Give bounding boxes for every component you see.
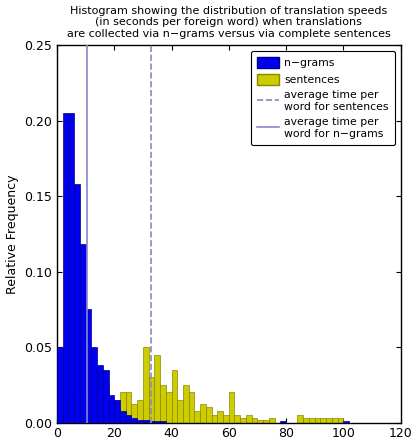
- Bar: [154, 355, 160, 422]
- Bar: [74, 392, 80, 422]
- Bar: [177, 400, 183, 422]
- Bar: [309, 418, 315, 422]
- Bar: [109, 396, 114, 422]
- Bar: [269, 418, 275, 422]
- Title: Histogram showing the distribution of translation speeds
(in seconds per foreign: Histogram showing the distribution of tr…: [67, 5, 391, 39]
- Bar: [91, 347, 97, 422]
- Bar: [109, 400, 114, 422]
- Bar: [171, 370, 177, 422]
- Bar: [315, 418, 320, 422]
- Bar: [160, 421, 166, 422]
- Bar: [240, 418, 246, 422]
- Bar: [86, 310, 91, 422]
- Bar: [86, 408, 91, 422]
- Bar: [303, 418, 309, 422]
- Bar: [246, 415, 252, 422]
- Bar: [97, 385, 103, 422]
- Bar: [143, 420, 148, 422]
- Bar: [57, 347, 63, 422]
- Y-axis label: Relative Frequency: Relative Frequency: [5, 174, 18, 293]
- Bar: [189, 392, 194, 422]
- Bar: [148, 421, 154, 422]
- Bar: [91, 400, 97, 422]
- Bar: [97, 365, 103, 422]
- Bar: [332, 418, 338, 422]
- Bar: [223, 415, 229, 422]
- Bar: [280, 421, 286, 422]
- Bar: [120, 392, 126, 422]
- Bar: [263, 420, 269, 422]
- Bar: [234, 415, 240, 422]
- Bar: [143, 347, 148, 422]
- Bar: [200, 405, 206, 422]
- Bar: [338, 418, 343, 422]
- Bar: [343, 421, 349, 422]
- Bar: [120, 410, 126, 422]
- Bar: [114, 400, 120, 422]
- Bar: [80, 244, 86, 422]
- Bar: [103, 370, 109, 422]
- Bar: [166, 392, 171, 422]
- Bar: [326, 418, 332, 422]
- Bar: [126, 392, 131, 422]
- Bar: [63, 113, 69, 422]
- Bar: [229, 392, 234, 422]
- Bar: [57, 415, 63, 422]
- Bar: [69, 408, 74, 422]
- Bar: [252, 418, 257, 422]
- Bar: [131, 418, 137, 422]
- Bar: [137, 420, 143, 422]
- Bar: [103, 385, 109, 422]
- Bar: [126, 415, 131, 422]
- Bar: [69, 113, 74, 422]
- Bar: [154, 421, 160, 422]
- Bar: [74, 184, 80, 422]
- Bar: [257, 420, 263, 422]
- Bar: [137, 400, 143, 422]
- Bar: [148, 377, 154, 422]
- Bar: [183, 385, 189, 422]
- Bar: [320, 418, 326, 422]
- Bar: [194, 410, 200, 422]
- Bar: [80, 400, 86, 422]
- Bar: [206, 408, 212, 422]
- Bar: [63, 408, 69, 422]
- Bar: [131, 405, 137, 422]
- Bar: [160, 385, 166, 422]
- Bar: [114, 400, 120, 422]
- Bar: [298, 415, 303, 422]
- Bar: [217, 410, 223, 422]
- Bar: [212, 415, 217, 422]
- Legend: n−grams, sentences, average time per
word for sentences, average time per
word f: n−grams, sentences, average time per wor…: [250, 50, 395, 145]
